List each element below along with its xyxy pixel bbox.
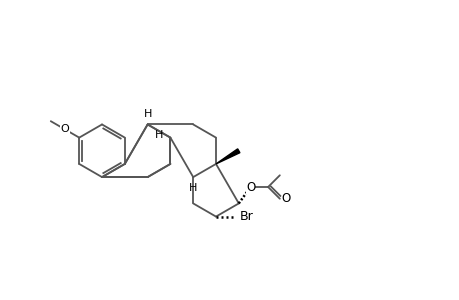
Text: Br: Br [239, 210, 252, 223]
Text: H: H [143, 109, 151, 118]
Text: H: H [155, 130, 163, 140]
Text: O: O [281, 192, 290, 205]
Text: O: O [246, 181, 255, 194]
Polygon shape [216, 149, 240, 164]
Text: H: H [189, 183, 197, 193]
Text: O: O [61, 124, 69, 134]
